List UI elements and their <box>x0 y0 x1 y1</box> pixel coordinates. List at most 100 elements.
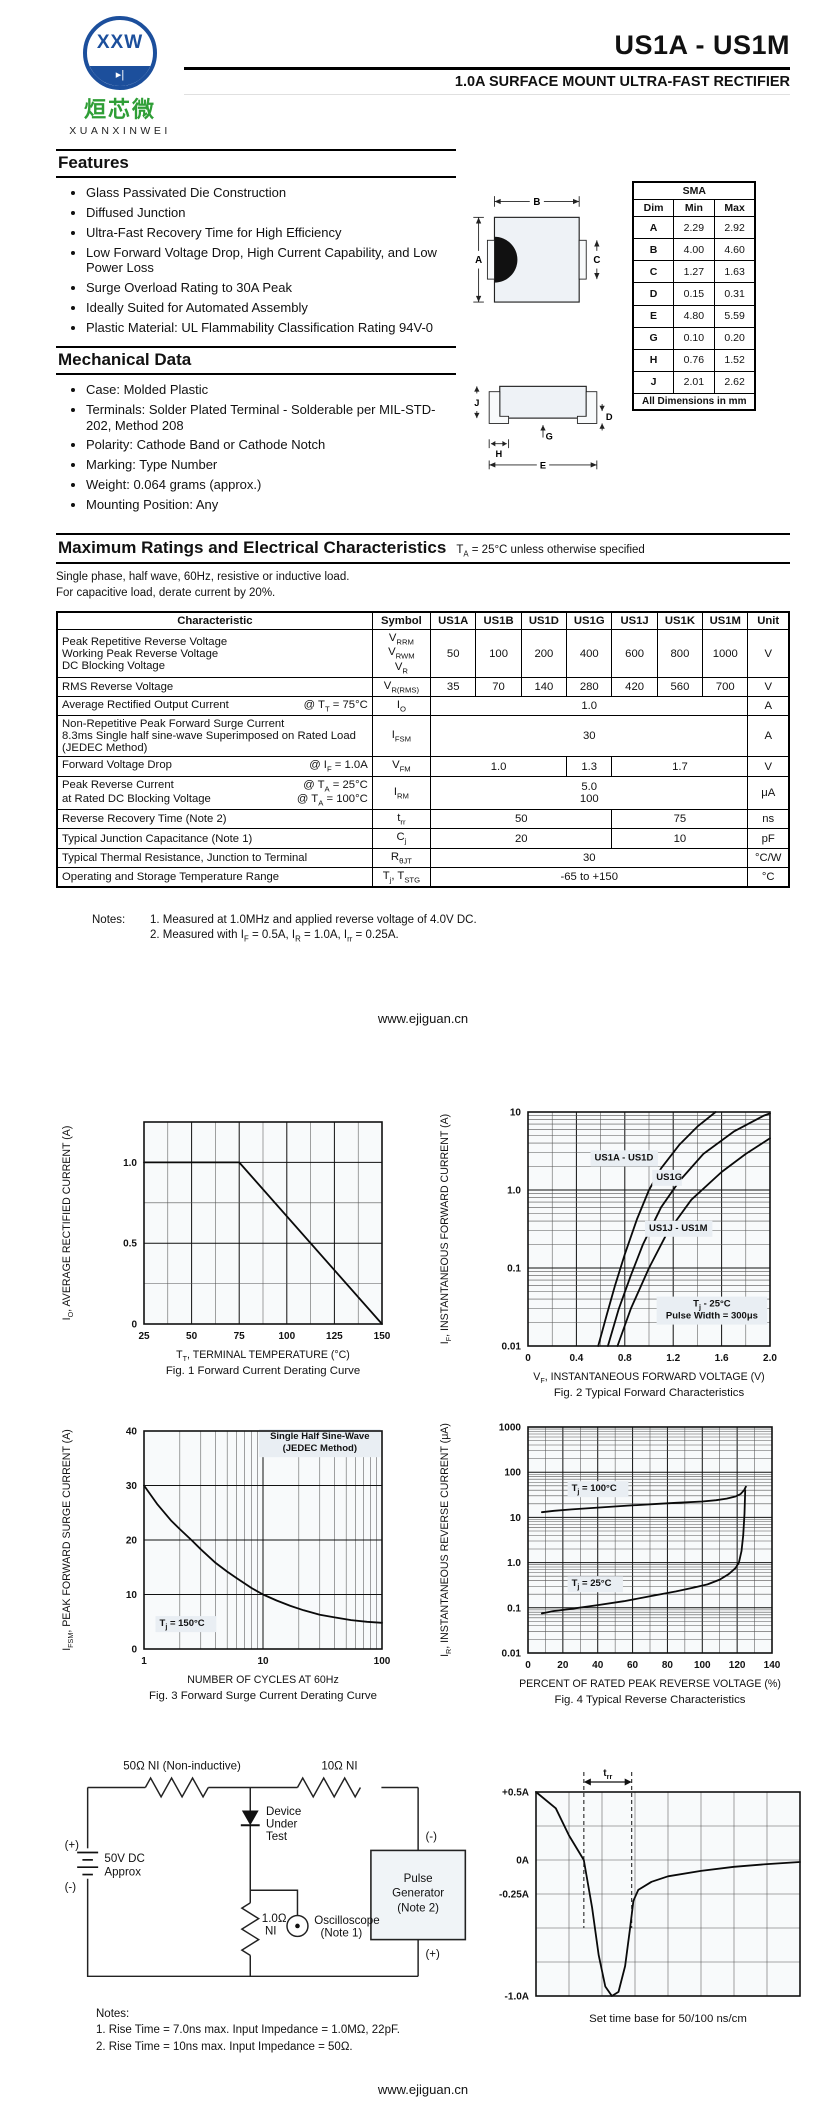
rating-value: 1000 <box>702 629 749 678</box>
sense-resistor-label-2: NI <box>265 1925 277 1937</box>
dim-J-label: J <box>474 398 479 408</box>
symbol-cell: VRRM VRWM VR <box>371 629 432 678</box>
column-header: US1J <box>611 611 658 631</box>
characteristic-cell: RMS Reverse Voltage <box>56 676 373 698</box>
y-tick-label: 1.0 <box>507 1185 521 1196</box>
chart-annotation: Pulse Width = 300μs <box>666 1310 758 1321</box>
rating-value: 100 <box>475 629 522 678</box>
x-tick-label: 0 <box>525 1353 531 1364</box>
curve-US1J-US1M <box>616 1136 771 1347</box>
unit-cell: V <box>747 629 790 678</box>
y-tick-label: 0.01 <box>502 1341 522 1352</box>
y-tick-label: -1.0A <box>505 1991 529 2002</box>
column-header: US1B <box>475 611 522 631</box>
x-axis-label: NUMBER OF CYCLES AT 60Hz <box>187 1674 339 1686</box>
battery-voltage-label: 50V DC <box>104 1852 144 1864</box>
dim-H-label: H <box>496 449 503 459</box>
rating-value: 75 <box>611 809 749 830</box>
pulse-generator-label-1: Pulse <box>404 1872 433 1884</box>
notes-label: Notes: <box>92 914 126 927</box>
characteristic-cell: Reverse Recovery Time (Note 2) <box>56 809 373 830</box>
battery-approx-label: Approx <box>104 1866 141 1878</box>
resistor1-label: 50Ω NI (Non-inductive) <box>123 1760 241 1772</box>
dim-letter: J <box>632 370 675 395</box>
dim-value: 2.29 <box>673 215 715 240</box>
rating-value: 20 <box>430 828 613 849</box>
rating-value: 800 <box>656 629 704 678</box>
rating-value: 35 <box>430 676 477 698</box>
pulse-generator-label-3: (Note 2) <box>397 1902 439 1914</box>
column-header: US1D <box>520 611 568 631</box>
column-header: Max <box>713 199 756 217</box>
chart-annotation: Tj = 100°C <box>572 1483 617 1496</box>
header-right: US1A - US1M 1.0A SURFACE MOUNT ULTRA-FAS… <box>184 14 790 95</box>
dim-A-label: A <box>475 255 482 266</box>
table-row: Reverse Recovery Time (Note 2) trr 50 75… <box>56 809 790 830</box>
symbol-cell: VFM <box>371 756 432 777</box>
y-axis-label: IF, INSTANTANEOUS FORWARD CURRENT (A) <box>439 1113 453 1343</box>
dim-letter: E <box>632 304 675 328</box>
rating-value: 1.7 <box>611 756 749 777</box>
characteristic-cell: Typical Thermal Resistance, Junction to … <box>56 847 373 868</box>
rating-value: 50 <box>430 629 477 678</box>
x-tick-label: 0.4 <box>569 1353 583 1364</box>
features-heading: Features <box>56 149 456 178</box>
condition-text: @ TT = 75°C <box>303 699 368 714</box>
dim-value: 2.92 <box>713 215 756 240</box>
y-tick-label: 0.5 <box>123 1238 137 1249</box>
pg-plus-label: (+) <box>425 1948 440 1960</box>
dut-label-3: Test <box>266 1830 288 1842</box>
table-row: RMS Reverse Voltage VR(RMS) 35 70 140 28… <box>56 676 790 698</box>
fig1-forward-current-derating-chart: 25 50 75 100 125 150 0 0.5 1.0 TT, TERMINAL TEMPE… <box>61 1120 391 1377</box>
curve-US1A-US1D <box>597 1110 717 1347</box>
dim-row: H 0.76 1.52 <box>632 348 756 372</box>
unit-cell: pF <box>747 828 790 849</box>
dim-value: 4.60 <box>713 238 756 262</box>
y-tick-label: -0.25A <box>499 1889 529 1900</box>
title-rule <box>184 67 790 70</box>
table-row: Peak Reverse Current @ TA = 25°C at Rate… <box>56 775 790 811</box>
rating-value: 1.0 <box>430 756 568 777</box>
characteristic-line: Peak Repetitive Reverse Voltage <box>62 635 228 648</box>
unit-cell: °C/W <box>747 847 790 868</box>
y-tick-label: 1.0 <box>507 1558 521 1569</box>
chart-annotation: US1A - US1D <box>595 1152 654 1163</box>
rating-value: 30 <box>430 715 749 758</box>
x-tick-label: 125 <box>326 1331 343 1342</box>
table-row: Non-Repetitive Peak Forward Surge Curren… <box>56 715 790 758</box>
column-header: Unit <box>747 611 790 631</box>
chart-annotation: Tj = 25°C <box>572 1578 612 1591</box>
symbol-cell: trr <box>371 809 432 830</box>
fig3-forward-surge-derating-chart: Single Half Sine-Wave(JEDEC Method) Tj = … <box>61 1426 391 1702</box>
x-tick-label: 40 <box>592 1660 604 1671</box>
x-tick-label: 140 <box>764 1660 781 1671</box>
resistor2-label: 10Ω NI <box>321 1760 357 1772</box>
dim-E-label: E <box>540 460 546 470</box>
figure-3: Single Half Sine-Wave (JEDEC Method) Tj = … <box>56 1415 404 1730</box>
y-tick-label: 0.1 <box>507 1263 521 1274</box>
unit-cell: V <box>747 676 790 698</box>
company-logo: XXW ▸| 烜芯微 XUANXINWEI <box>56 14 184 137</box>
test-circuit-block: 50Ω NI (Non-inductive) 10Ω NI (+) (-) 50… <box>56 1756 476 2056</box>
y-axis-label: IFSM, PEAK FORWARD SURGE CURRENT (A) <box>61 1429 75 1651</box>
package-column: B A C <box>456 141 790 523</box>
dim-value: 5.59 <box>713 304 756 328</box>
logo-chinese-name: 烜芯微 <box>83 97 156 122</box>
chart-annotation: Single Half Sine-Wave <box>270 1431 369 1442</box>
package-side-view-drawing: J D G H <box>474 385 613 470</box>
y-tick-label: 100 <box>504 1467 521 1478</box>
symbol-cell: IO <box>371 696 432 717</box>
dim-row: J 2.01 2.62 <box>632 370 756 395</box>
package-drawings: B A C <box>468 181 618 523</box>
column-header: US1K <box>656 611 704 631</box>
characteristic-line: Working Peak Reverse Voltage <box>62 647 219 660</box>
trr-test-circuit-diagram: 50Ω NI (Non-inductive) 10Ω NI (+) (-) 50… <box>65 1760 467 1977</box>
characteristic-line: DC Blocking Voltage <box>62 659 165 672</box>
y-tick-label: 10 <box>126 1590 138 1601</box>
y-tick-label: 10 <box>510 1512 522 1523</box>
y-tick-label: 20 <box>126 1535 138 1546</box>
dim-value: 1.63 <box>713 260 756 284</box>
feature-item: Glass Passivated Die Construction <box>86 185 456 201</box>
dim-row: B 4.00 4.60 <box>632 238 756 262</box>
